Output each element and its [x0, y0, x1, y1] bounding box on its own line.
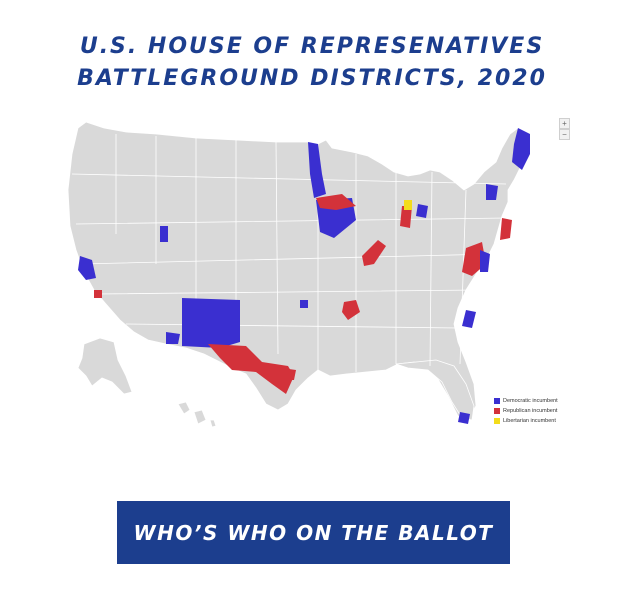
contiguous-us-landmass — [67, 121, 531, 419]
page-title: U.S. HOUSE OF REPRESENATIVES — [79, 34, 545, 59]
district-texas-central — [282, 368, 296, 380]
legend-swatch-republican — [494, 407, 500, 414]
district-missouri — [342, 300, 360, 320]
district-arizona-west — [166, 332, 180, 344]
hawaii-landmass — [177, 401, 217, 428]
district-illinois-south — [362, 240, 386, 266]
alaska-landmass — [77, 337, 133, 395]
district-michigan-libertarian — [404, 200, 412, 210]
legend-label-democratic: Democratic incumbent — [503, 397, 558, 404]
district-michigan-east — [416, 204, 428, 218]
district-minnesota-south — [316, 194, 356, 210]
district-oklahoma — [300, 300, 308, 308]
district-california-central — [78, 256, 96, 280]
us-battleground-map[interactable]: + − — [56, 114, 576, 432]
district-south-carolina — [462, 310, 476, 328]
legend-swatch-libertarian — [494, 417, 500, 424]
district-minnesota-west — [308, 142, 326, 198]
legend-label-republican: Republican incumbent — [503, 407, 558, 414]
legend-swatch-democratic — [494, 397, 500, 404]
district-arizona — [182, 298, 240, 348]
state-borders — [71, 134, 507, 372]
minus-icon: − — [562, 130, 567, 139]
legend-box — [488, 392, 572, 428]
zoom-out-button[interactable]: − — [559, 129, 570, 140]
district-virginia-east — [480, 250, 490, 272]
district-utah — [160, 226, 168, 242]
district-maine — [512, 128, 530, 170]
legend-label-libertarian: Libertarian incumbent — [503, 417, 556, 424]
legend-item-democratic: Democratic incumbent — [494, 396, 558, 405]
legend-item-republican: Republican incumbent — [494, 406, 558, 415]
map-legend: Democratic incumbent Republican incumben… — [494, 396, 558, 426]
zoom-in-button[interactable]: + — [559, 118, 570, 129]
district-california-south — [94, 290, 102, 298]
whos-who-on-the-ballot-button[interactable]: WHO’S WHO ON THE BALLOT — [117, 501, 510, 564]
map-canvas — [67, 121, 572, 428]
district-regions — [78, 128, 530, 424]
district-new-jersey — [500, 218, 512, 240]
district-michigan-south — [400, 206, 412, 228]
plus-icon: + — [562, 119, 567, 128]
page-subtitle: BATTLEGROUND DISTRICTS, 2020 — [77, 66, 547, 91]
district-florida-south — [458, 412, 470, 424]
legend-item-libertarian: Libertarian incumbent — [494, 416, 558, 425]
district-texas-west — [208, 344, 294, 394]
district-new-york — [486, 184, 498, 200]
